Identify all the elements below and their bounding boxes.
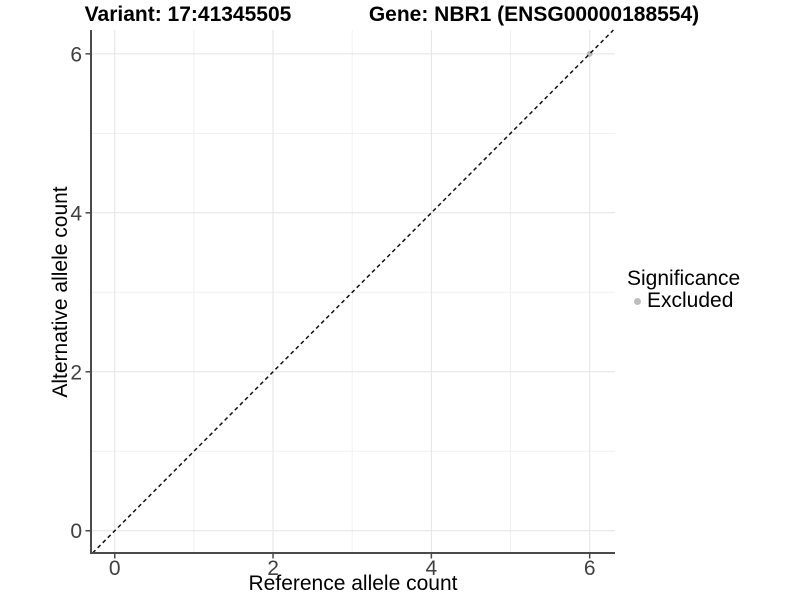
y-tick-label: 4: [70, 202, 82, 225]
identity-reference-line: [92, 29, 614, 554]
x-tick-label: 4: [426, 557, 438, 580]
y-axis-title: Alternative allele count: [49, 186, 72, 398]
y-tick-label: 0: [70, 520, 82, 543]
x-tick-label: 6: [584, 557, 596, 580]
legend-title: Significance: [627, 267, 741, 290]
plot-title-variant: Variant: 17:41345505: [84, 3, 292, 26]
x-tick-label: 0: [109, 557, 121, 580]
plot-title-gene: Gene: NBR1 (ENSG00000188554): [368, 3, 700, 26]
legend-items: Excluded: [627, 290, 740, 312]
legend-key: [627, 297, 647, 305]
legend-item-excluded: Excluded: [627, 290, 740, 312]
x-tick-label: 2: [267, 557, 279, 580]
legend-item-label: Excluded: [647, 289, 734, 312]
y-tick-label: 2: [70, 361, 82, 384]
legend-point-icon: [633, 297, 641, 305]
y-tick-label: 6: [70, 43, 82, 66]
legend: Significance Excluded: [627, 268, 740, 312]
x-axis-title: Reference allele count: [248, 572, 458, 595]
